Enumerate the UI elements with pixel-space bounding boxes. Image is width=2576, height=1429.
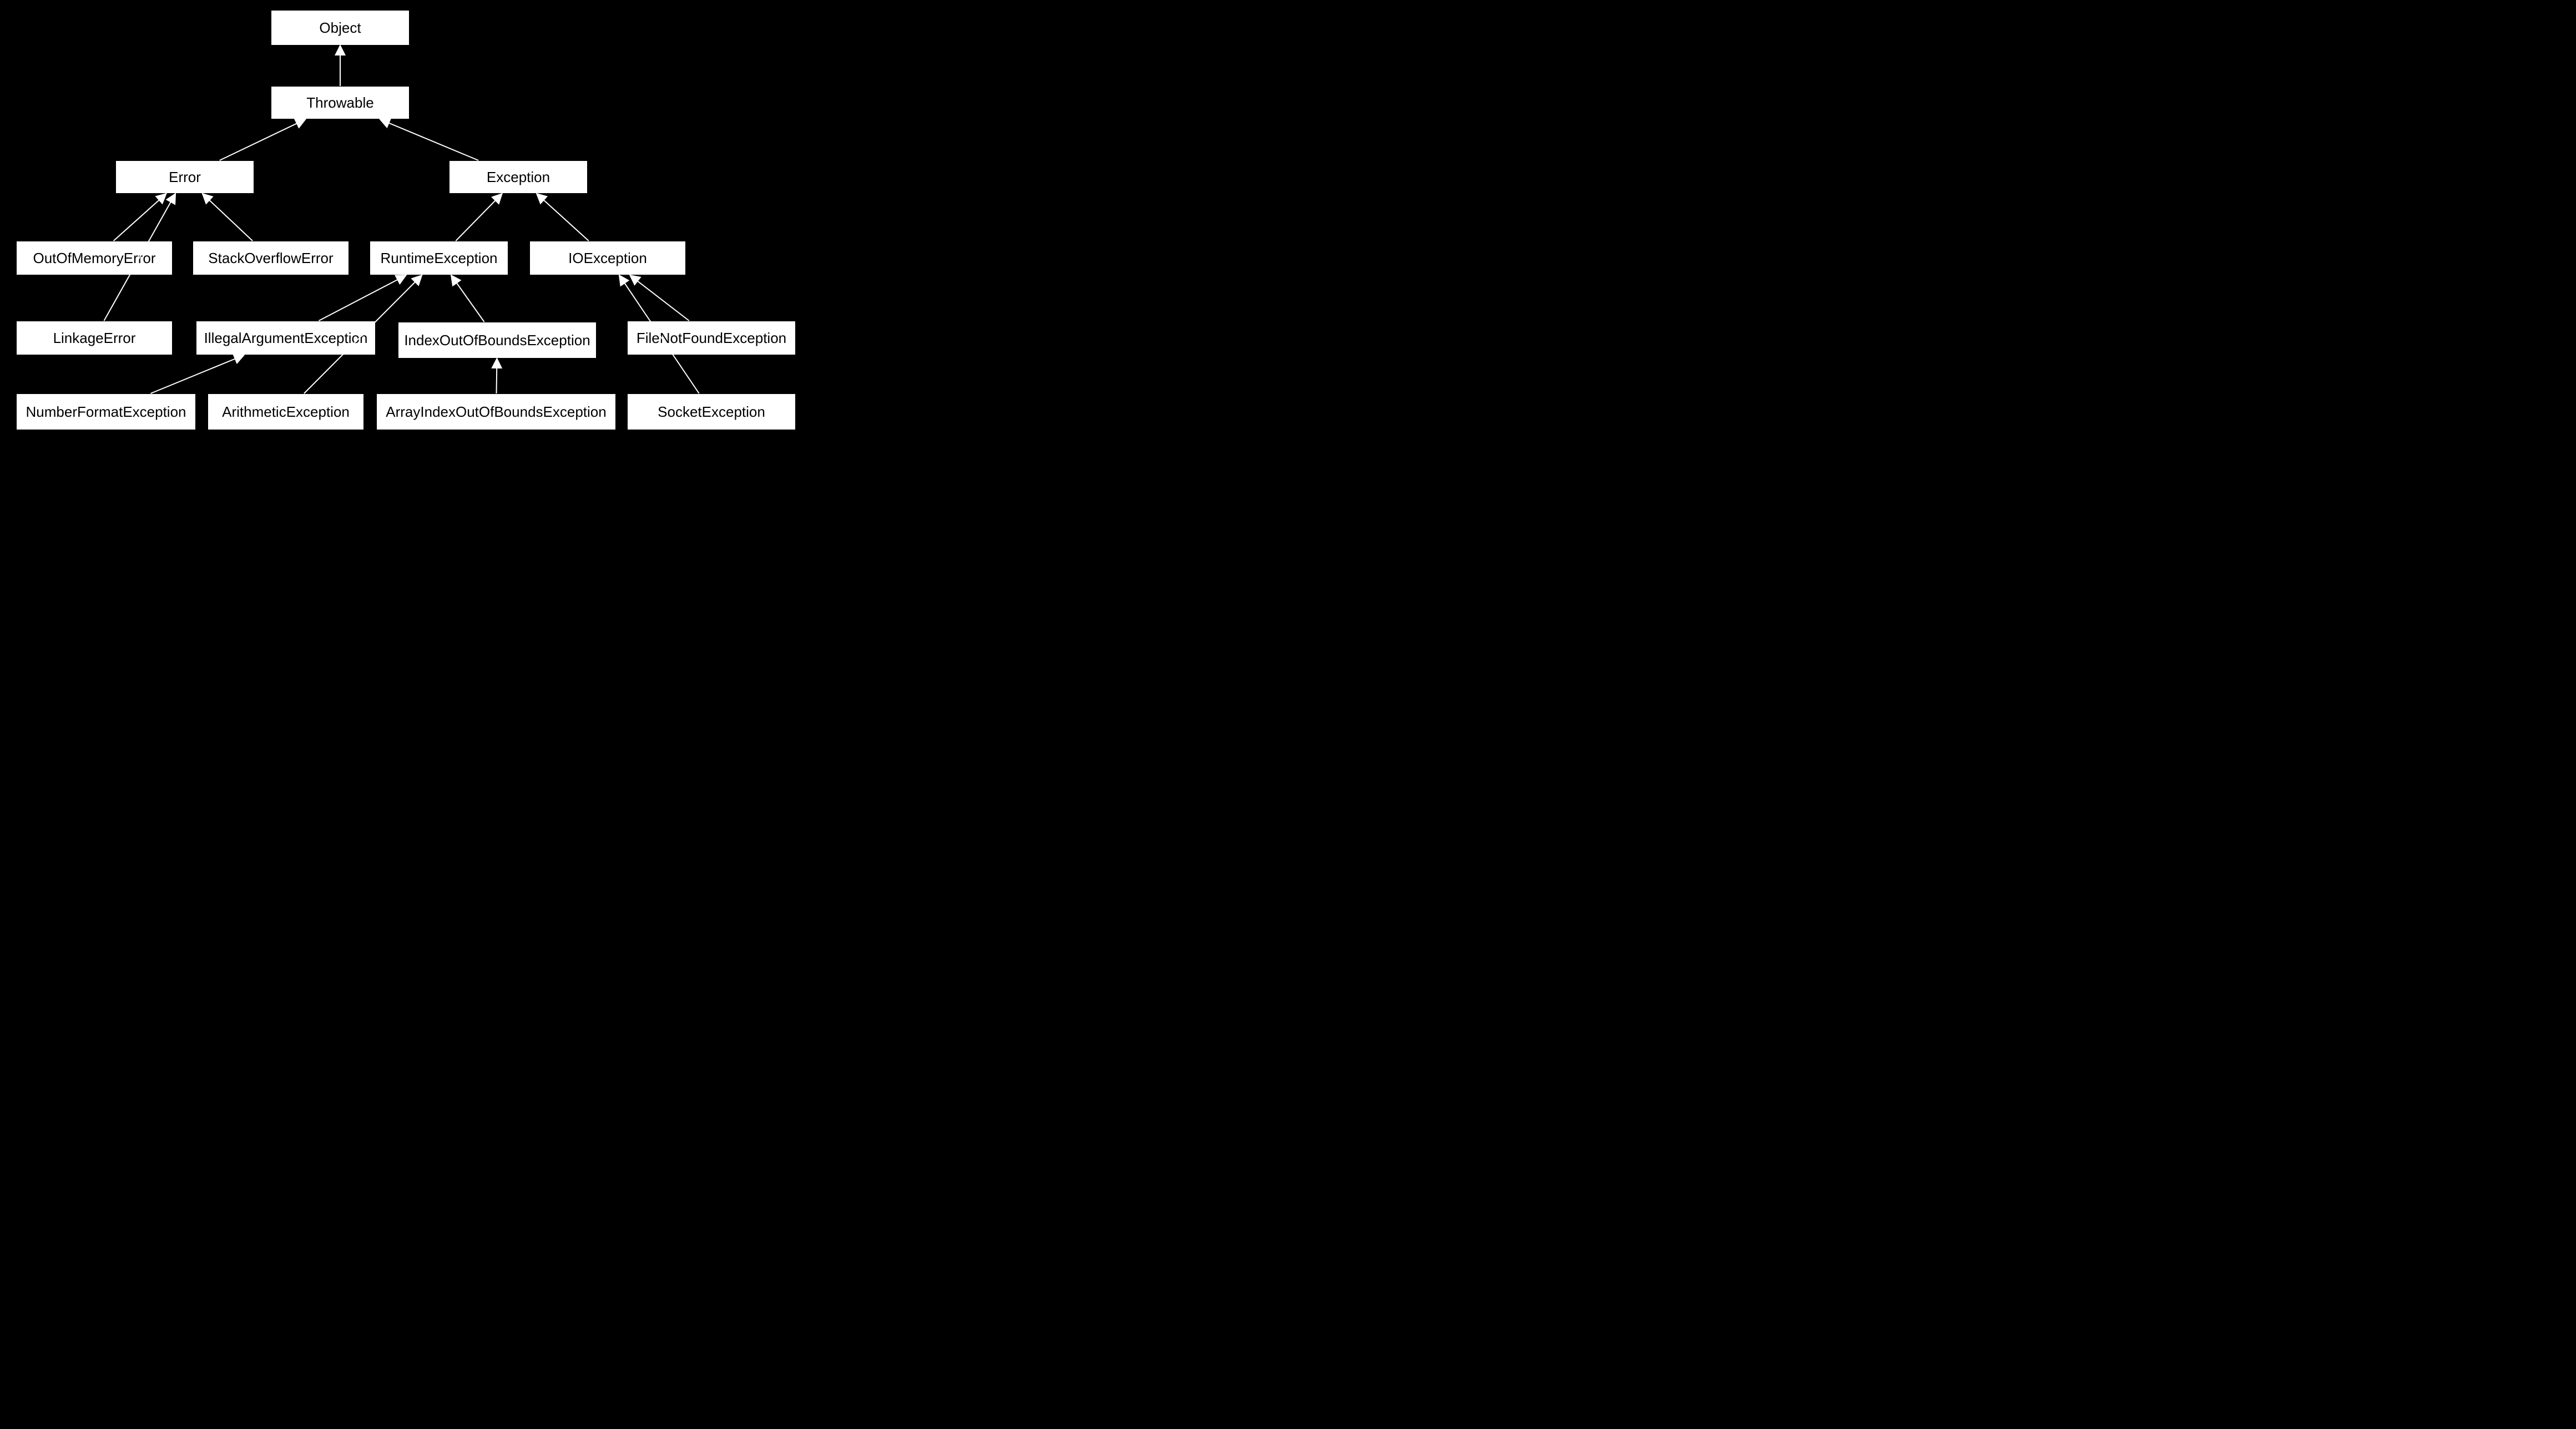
node-label: IndexOutOfBoundsException xyxy=(404,332,590,349)
node-iae: IllegalArgumentException xyxy=(196,321,376,355)
node-label: ArrayIndexOutOfBoundsException xyxy=(386,403,606,421)
node-label: NumberFormatException xyxy=(26,403,186,421)
node-nfe: NumberFormatException xyxy=(16,393,196,430)
edge-nfe-to-iae xyxy=(150,355,244,393)
node-object: Object xyxy=(271,10,410,46)
node-label: FileNotFoundException xyxy=(637,330,786,347)
node-oom: OutOfMemoryError xyxy=(16,241,173,275)
edge-fnfe-to-ioe xyxy=(630,275,689,321)
edge-sof-to-error xyxy=(203,194,252,241)
node-ioe: IOException xyxy=(529,241,686,275)
node-label: RuntimeException xyxy=(381,250,498,267)
hierarchy-diagram: Object Throwable Error Exception OutOfMemory… xyxy=(0,0,811,451)
node-exception: Exception xyxy=(449,160,588,194)
node-label: StackOverflowError xyxy=(208,250,333,267)
node-rte: RuntimeException xyxy=(370,241,508,275)
edge-error-to-throwable xyxy=(220,119,306,160)
node-ae: ArithmeticException xyxy=(208,393,364,430)
node-linkage: LinkageError xyxy=(16,321,173,355)
node-label: LinkageError xyxy=(53,330,136,347)
node-sof: StackOverflowError xyxy=(193,241,349,275)
node-label: IOException xyxy=(568,250,647,267)
edges-layer xyxy=(0,0,811,451)
edge-iae-to-rte xyxy=(319,275,406,321)
node-label: Exception xyxy=(487,169,550,186)
node-label: Throwable xyxy=(306,94,373,112)
node-sockete: SocketException xyxy=(627,393,796,430)
edge-ioobe-to-rte xyxy=(451,275,484,322)
node-error: Error xyxy=(115,160,254,194)
node-aioobe: ArrayIndexOutOfBoundsException xyxy=(376,393,616,430)
edge-exception-to-throwable xyxy=(380,119,478,160)
node-label: ArithmeticException xyxy=(222,403,350,421)
node-label: Object xyxy=(319,19,361,37)
node-label: SocketException xyxy=(658,403,765,421)
edge-ioe-to-exception xyxy=(537,194,589,241)
node-label: OutOfMemoryError xyxy=(33,250,155,267)
node-label: Error xyxy=(169,169,201,186)
node-ioobe: IndexOutOfBoundsException xyxy=(398,322,597,358)
node-fnfe: FileNotFoundException xyxy=(627,321,796,355)
node-throwable: Throwable xyxy=(271,86,410,119)
node-label: IllegalArgumentException xyxy=(204,330,368,347)
edge-rte-to-exception xyxy=(456,194,502,241)
edge-oom-to-error xyxy=(114,194,166,241)
